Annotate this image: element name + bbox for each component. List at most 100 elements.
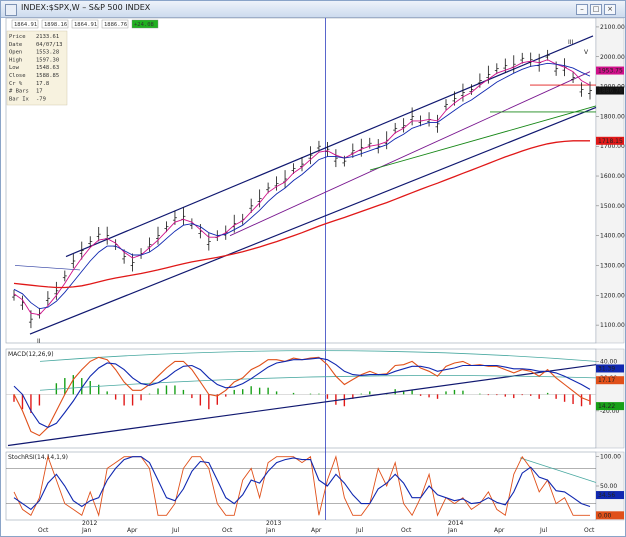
- x-axis-label: Jul: [171, 527, 180, 534]
- overlay-value: 2133.61: [36, 34, 59, 40]
- toolbar-field-value: 1886.76: [104, 22, 127, 28]
- price-bar: [435, 114, 440, 133]
- close-icon[interactable]: ×: [604, 4, 616, 15]
- stoch-value-tag: [596, 511, 624, 520]
- price-bar: [571, 72, 576, 83]
- x-axis-label: Jan: [447, 527, 457, 534]
- overlay-value: 1588.85: [36, 73, 59, 79]
- price-tag-label: 1886.76: [598, 88, 623, 95]
- price-bar: [545, 49, 550, 61]
- price-bar: [342, 155, 347, 167]
- panel-title-macd: MACD(12,26,9): [8, 351, 54, 358]
- price-bar: [249, 198, 254, 213]
- overlay-label: Low: [9, 65, 20, 71]
- wave-label-bottom: II: [37, 338, 41, 345]
- x-axis-label: Oct: [401, 527, 412, 534]
- price-bar: [206, 232, 211, 251]
- price-bar: [333, 149, 338, 168]
- price-bar: [257, 189, 262, 208]
- stoch-series-line-0: [13, 455, 590, 518]
- price-bar: [579, 82, 584, 97]
- price-tag-label: 1718.15: [598, 138, 623, 145]
- y-tick-label: 1100.00: [600, 322, 625, 329]
- price-series-line-0: [13, 59, 591, 316]
- stoch-trend-line: [519, 457, 597, 483]
- price-bar: [520, 52, 525, 64]
- panel-frame-price: [5, 17, 597, 344]
- axis-strip-stochrsi: [595, 451, 625, 521]
- y-tick-label: 1300.00: [600, 262, 625, 269]
- overlay-label: High: [9, 57, 22, 63]
- overlay-label: Price: [9, 34, 26, 40]
- price-tag: [596, 86, 624, 95]
- window-title: INDEX:$SPX,W – S&P 500 INDEX: [21, 3, 151, 12]
- overlay-label: Close: [9, 73, 26, 79]
- price-bar: [291, 163, 296, 174]
- toolbar-field: [101, 19, 129, 29]
- overlay-value: 04/07/13: [36, 42, 63, 48]
- macd-value-tag: [596, 376, 624, 385]
- stoch-value-label: 0.00: [598, 512, 612, 519]
- stoch-series-line-1: [13, 456, 591, 511]
- price-series-line-2: [13, 140, 590, 289]
- y-tick-label: 2100.00: [600, 24, 625, 31]
- price-bar: [96, 227, 101, 242]
- price-bar: [62, 270, 67, 282]
- price-bar: [300, 156, 304, 172]
- x-axis-label: Oct: [584, 527, 595, 534]
- overlay-value: 17: [36, 89, 43, 95]
- price-bar: [274, 176, 279, 191]
- trend-line-green: [369, 105, 597, 171]
- macd-arc-upper: [39, 350, 597, 362]
- overlay-label: # Bars: [9, 89, 29, 95]
- price-bar: [460, 83, 465, 102]
- price-bar: [350, 143, 355, 158]
- price-bar: [79, 241, 84, 260]
- price-bar: [266, 182, 271, 194]
- price-bar: [156, 226, 160, 245]
- x-axis-label: 2014: [448, 520, 463, 527]
- y-tick-label: 1200.00: [600, 292, 625, 299]
- price-tag: [596, 66, 624, 75]
- overlay-value: 17.8: [36, 81, 49, 87]
- lower-channel-line: [29, 106, 597, 335]
- macd-arc-lower: [39, 375, 597, 391]
- title-bar[interactable]: INDEX:$SPX,W – S&P 500 INDEX – □ ×: [1, 1, 625, 18]
- macd-value-label: 17.17: [598, 377, 615, 384]
- overlay-value: 1553.28: [36, 50, 59, 56]
- toolbar-field-value: +24.08: [134, 22, 154, 28]
- y-tick-label: 1700.00: [600, 143, 625, 150]
- price-bar: [494, 63, 499, 75]
- price-bar: [528, 52, 533, 67]
- x-axis-label: Jan: [265, 527, 275, 534]
- overlay-value: -79: [36, 96, 46, 102]
- toolbar-field: [131, 19, 159, 29]
- data-overlay-box: [6, 30, 68, 106]
- toolbar-field-value: 1864.91: [74, 22, 97, 28]
- price-bar: [367, 137, 372, 149]
- price-bar: [308, 146, 313, 165]
- price-bar: [469, 84, 474, 95]
- y-tick-label: 2000.00: [600, 54, 625, 61]
- macd-value-tag: [596, 402, 624, 411]
- wave-label-top: III: [568, 39, 574, 46]
- stoch-value-tag: [596, 491, 624, 500]
- overlay-label: Date: [9, 42, 22, 48]
- price-tag: [596, 136, 624, 145]
- overlay-label: Cr %: [9, 81, 23, 87]
- y-tick-label: 1500.00: [600, 203, 625, 210]
- x-axis-label: Apr: [127, 527, 138, 534]
- app-icon: [5, 4, 17, 16]
- price-bar: [410, 107, 415, 126]
- price-bar: [401, 118, 406, 133]
- minimize-icon[interactable]: –: [576, 4, 588, 15]
- trend-line-purple: [229, 71, 591, 237]
- price-bar: [71, 253, 76, 269]
- maximize-icon[interactable]: □: [590, 4, 602, 15]
- y-tick-label: 1400.00: [600, 233, 625, 240]
- macd-trend-line: [7, 364, 597, 447]
- price-series-line-1: [13, 62, 591, 310]
- x-axis-label: Jul: [355, 527, 364, 534]
- early-trend-line: [14, 265, 81, 271]
